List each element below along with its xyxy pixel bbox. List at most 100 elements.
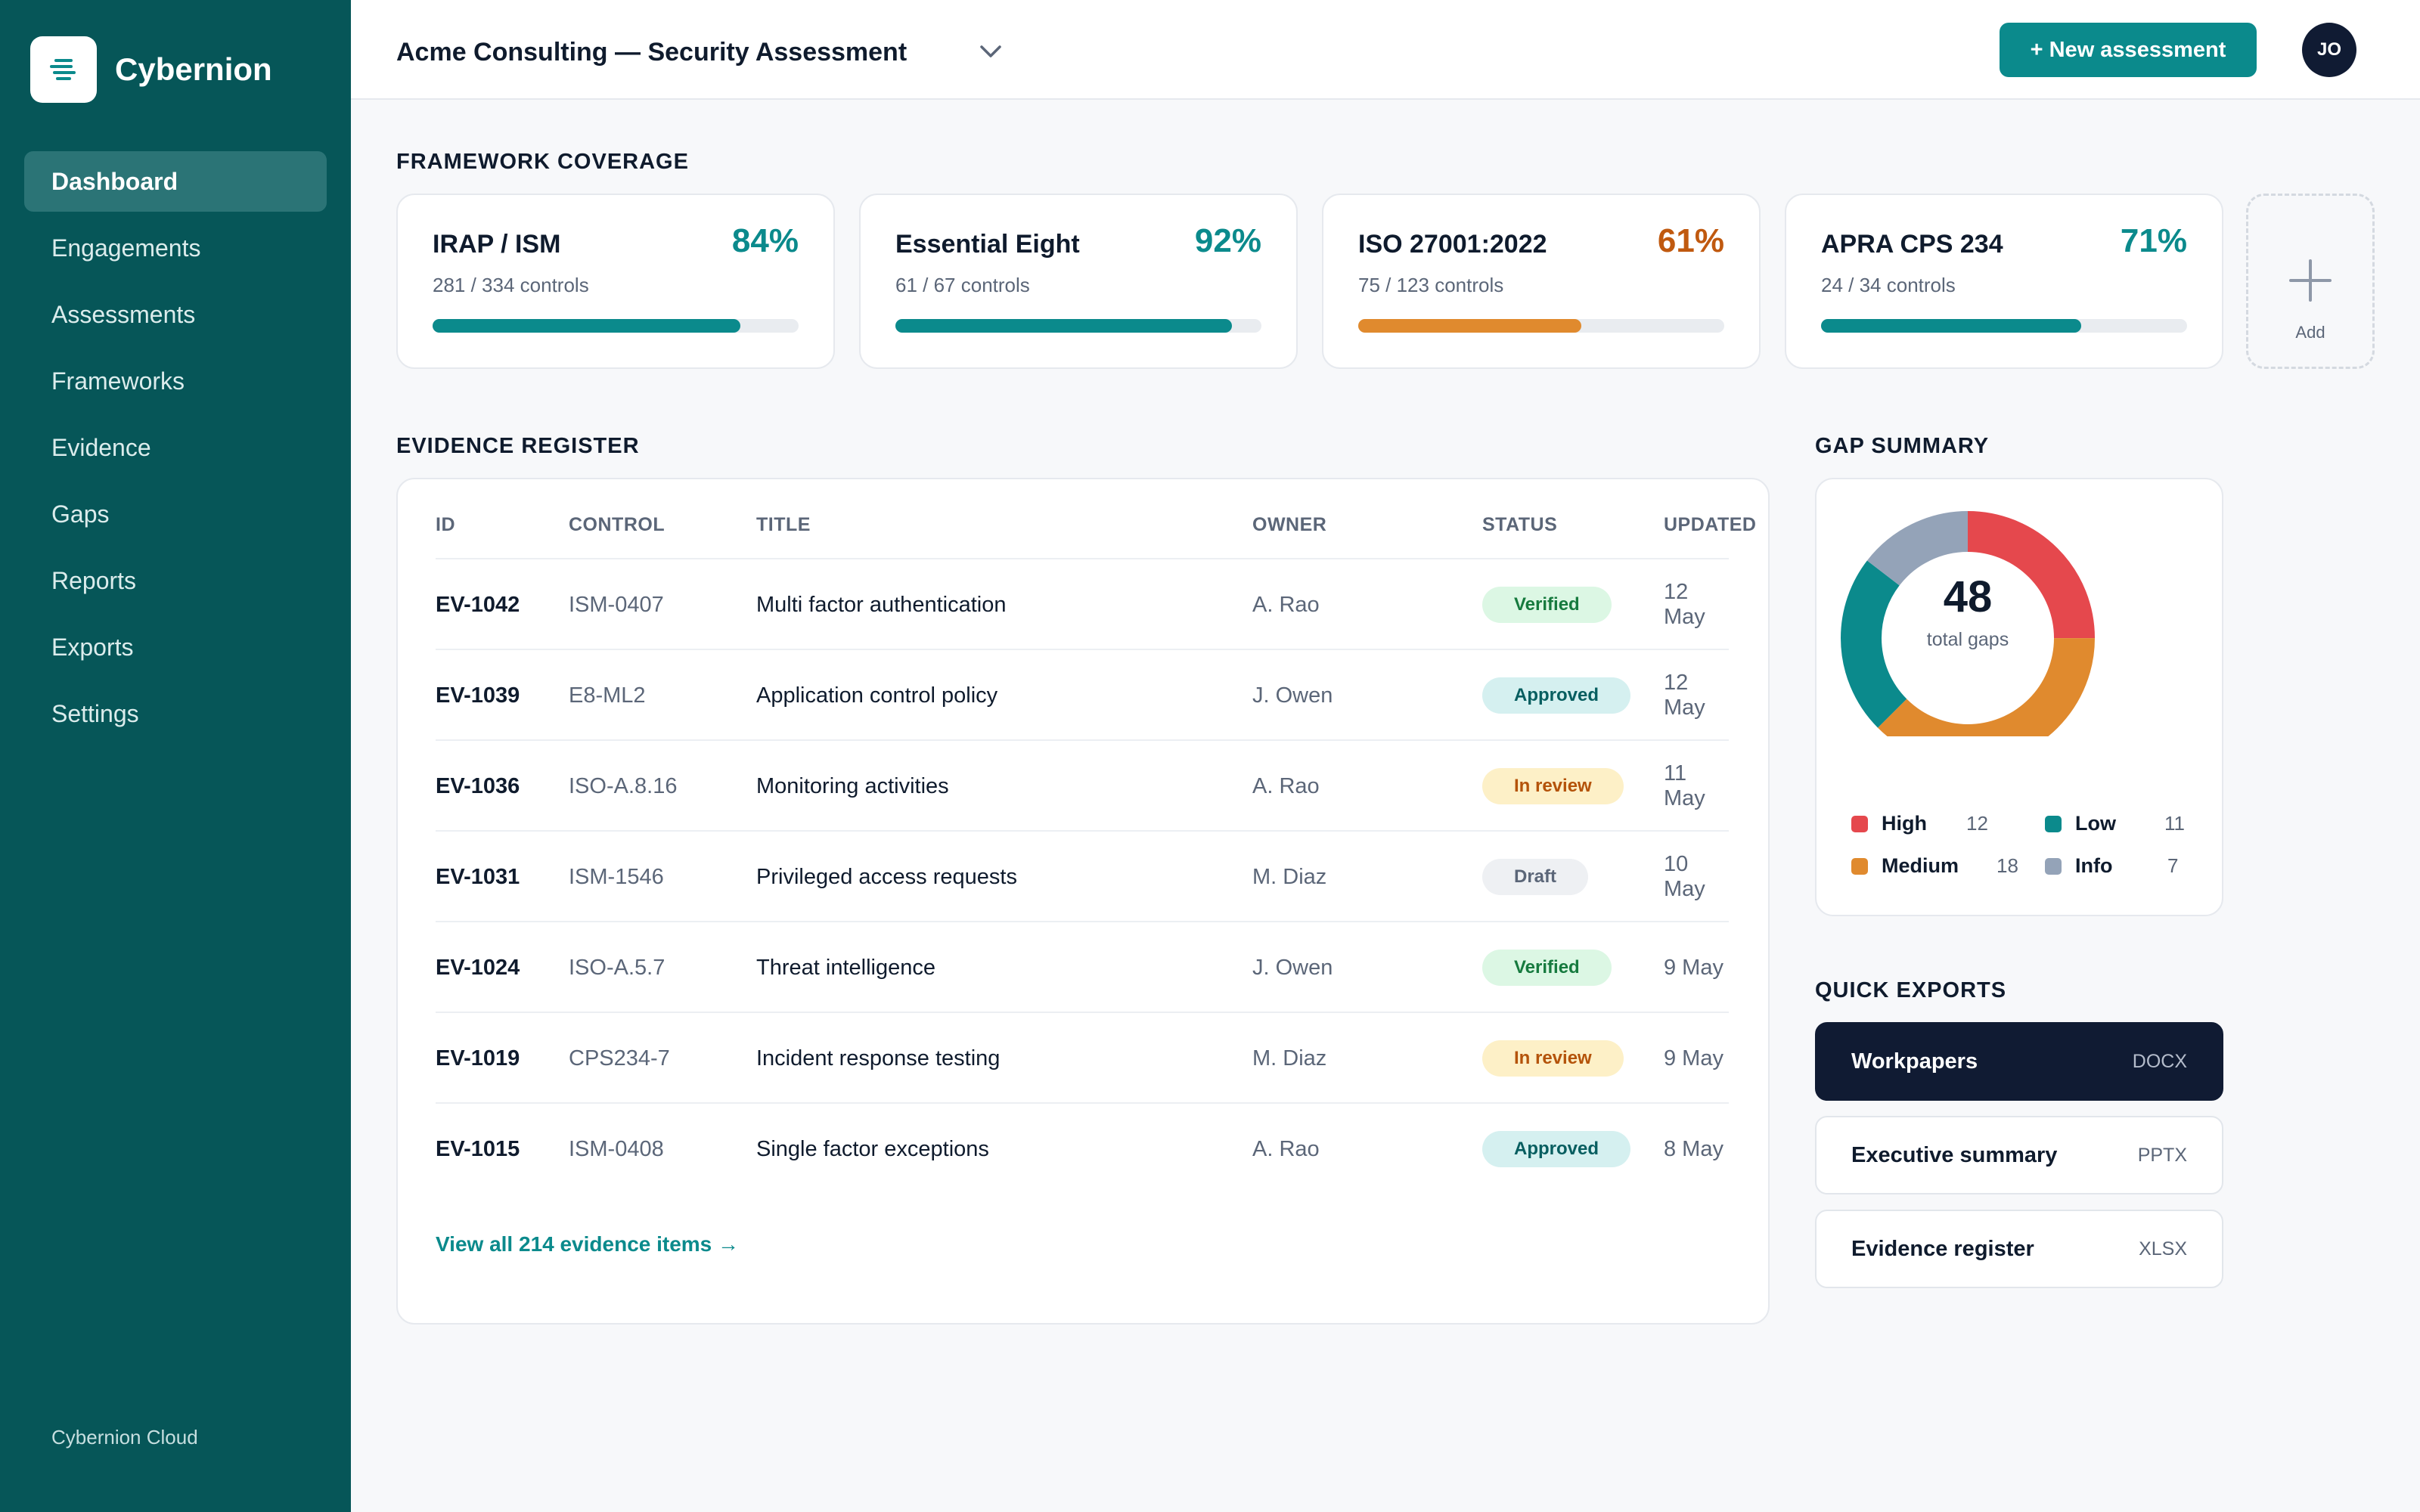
- evidence-id: EV-1019: [436, 1046, 520, 1070]
- table-row[interactable]: EV-1031 ISM-1546 Privileged access request…: [436, 830, 1729, 921]
- column-header-id[interactable]: ID: [436, 514, 455, 535]
- progress-bar: [433, 319, 799, 333]
- framework-name: ISO 27001:2022: [1358, 230, 1547, 259]
- progress-fill: [1358, 319, 1582, 333]
- export-name: Evidence register: [1851, 1236, 2034, 1261]
- status-cell: Verified: [1482, 922, 1612, 1013]
- evidence-id: EV-1039: [436, 683, 520, 708]
- export-evidence-register-button[interactable]: Evidence register XLSX: [1815, 1210, 2223, 1288]
- evidence-id: EV-1015: [436, 1136, 520, 1161]
- legend-medium[interactable]: Medium: [1851, 854, 1959, 878]
- progress-bar: [1358, 319, 1724, 333]
- progress-fill: [433, 319, 740, 333]
- export-executive-summary-button[interactable]: Executive summary PPTX: [1815, 1116, 2223, 1194]
- sidebar-item-settings[interactable]: Settings: [51, 699, 139, 727]
- sidebar-item-engagements[interactable]: Engagements: [51, 234, 201, 262]
- brand[interactable]: Cybernion: [30, 36, 272, 103]
- sidebar-item-assessments[interactable]: Assessments: [51, 300, 196, 328]
- total-gaps-label: total gaps: [1927, 629, 2009, 650]
- evidence-title: Multi factor authentication: [756, 592, 1007, 617]
- export-name: Executive summary: [1851, 1142, 2058, 1167]
- legend-count: 7: [2167, 854, 2179, 877]
- evidence-owner: J. Owen: [1252, 683, 1333, 708]
- evidence-title: Application control policy: [756, 683, 998, 708]
- column-header-title[interactable]: TITLE: [756, 514, 811, 535]
- table-row[interactable]: EV-1015 ISM-0408 Single factor exceptions A…: [436, 1102, 1729, 1193]
- sidebar-item-exports[interactable]: Exports: [51, 633, 134, 661]
- legend-swatch: [1851, 857, 1868, 875]
- table-row[interactable]: EV-1019 CPS234-7 Incident response testing…: [436, 1012, 1729, 1102]
- export-workpapers-button[interactable]: Workpapers DOCX: [1815, 1022, 2223, 1101]
- status-cell: In review: [1482, 741, 1624, 832]
- sidebar-item-gaps[interactable]: Gaps: [51, 500, 110, 528]
- legend-label: Low: [2075, 812, 2116, 835]
- legend-low[interactable]: Low: [2045, 812, 2116, 835]
- framework-controls: 75 / 123 controls: [1358, 274, 1504, 296]
- quick-exports-title: QUICK EXPORTS: [1815, 978, 2007, 1002]
- evidence-owner: A. Rao: [1252, 1136, 1320, 1161]
- evidence-id: EV-1031: [436, 864, 520, 889]
- framework-card[interactable]: Essential Eight 92% 61 / 67 controls: [859, 194, 1298, 369]
- sidebar-item-evidence[interactable]: Evidence: [51, 433, 151, 461]
- column-header-owner[interactable]: OWNER: [1252, 514, 1327, 535]
- new-assessment-button[interactable]: + New assessment: [2000, 23, 2257, 77]
- chevron-down-icon[interactable]: [979, 44, 1003, 63]
- total-gaps-value: 48: [1944, 572, 1993, 621]
- column-header-status[interactable]: STATUS: [1482, 514, 1558, 535]
- table-row[interactable]: EV-1024 ISO-A.5.7 Threat intelligence J. Ow…: [436, 921, 1729, 1012]
- framework-card[interactable]: IRAP / ISM 84% 281 / 334 controls: [396, 194, 835, 369]
- column-header-updated[interactable]: UPDATED: [1664, 514, 1757, 535]
- column-header-control[interactable]: CONTROL: [569, 514, 666, 535]
- assessment-selector[interactable]: Acme Consulting — Security Assessment: [396, 38, 908, 67]
- evidence-owner: A. Rao: [1252, 592, 1320, 617]
- topbar: Acme Consulting — Security Assessment + …: [351, 0, 2420, 100]
- framework-controls: 281 / 334 controls: [433, 274, 589, 296]
- table-row[interactable]: EV-1039 E8-ML2 Application control policy J…: [436, 649, 1729, 739]
- export-format: PPTX: [2137, 1144, 2187, 1166]
- status-badge: Draft: [1482, 859, 1589, 895]
- view-all-evidence-link[interactable]: View all 214 evidence items →: [436, 1232, 740, 1256]
- framework-controls: 24 / 34 controls: [1821, 274, 1956, 296]
- legend-info[interactable]: Info: [2045, 854, 2112, 878]
- avatar[interactable]: JO: [2302, 23, 2356, 77]
- status-badge: Verified: [1482, 587, 1612, 623]
- sidebar-item-reports[interactable]: Reports: [51, 566, 137, 594]
- progress-bar: [895, 319, 1261, 333]
- sidebar-item-dashboard[interactable]: Dashboard: [24, 151, 327, 212]
- donut-segment-info[interactable]: [1841, 511, 2095, 736]
- control-id: E8-ML2: [569, 683, 646, 708]
- framework-percent: 84%: [731, 222, 799, 259]
- framework-name: Essential Eight: [895, 230, 1080, 259]
- legend-high[interactable]: High: [1851, 812, 1927, 835]
- legend-label: Info: [2075, 854, 2113, 877]
- add-framework-button[interactable]: Add: [2246, 194, 2375, 369]
- sidebar-footer: Cybernion Cloud: [51, 1426, 198, 1448]
- stacked-lines-logo-icon: [30, 36, 97, 103]
- gap-donut-chart: 48 total gaps: [1841, 511, 2095, 736]
- evidence-register-title: EVIDENCE REGISTER: [396, 434, 640, 458]
- legend-label: High: [1882, 812, 1927, 835]
- legend-count: 12: [1966, 812, 1988, 835]
- legend-swatch: [2045, 857, 2062, 875]
- donut-segment-low[interactable]: [1841, 511, 2095, 736]
- status-cell: Approved: [1482, 650, 1631, 741]
- table-row[interactable]: EV-1036 ISO-A.8.16 Monitoring activities A.…: [436, 739, 1729, 830]
- framework-controls: 61 / 67 controls: [895, 274, 1030, 296]
- evidence-id: EV-1036: [436, 773, 520, 798]
- sidebar-item-frameworks[interactable]: Frameworks: [51, 367, 185, 395]
- control-id: ISO-A.8.16: [569, 773, 678, 798]
- export-format: DOCX: [2132, 1050, 2187, 1072]
- sidebar: Cybernion Dashboard Engagements Assessme…: [0, 0, 351, 1512]
- evidence-title: Incident response testing: [756, 1046, 1001, 1070]
- progress-fill: [895, 319, 1233, 333]
- add-framework-label: Add: [2295, 323, 2325, 342]
- evidence-id: EV-1024: [436, 955, 520, 980]
- updated-date: 9 May: [1664, 1046, 1723, 1070]
- status-badge: Approved: [1482, 677, 1631, 714]
- framework-card[interactable]: APRA CPS 234 71% 24 / 34 controls: [1785, 194, 2223, 369]
- evidence-owner: J. Owen: [1252, 955, 1333, 980]
- export-name: Workpapers: [1851, 1049, 1978, 1074]
- table-row[interactable]: EV-1042 ISM-0407 Multi factor authenticati…: [436, 558, 1729, 649]
- control-id: ISO-A.5.7: [569, 955, 666, 980]
- framework-card[interactable]: ISO 27001:2022 61% 75 / 123 controls: [1322, 194, 1761, 369]
